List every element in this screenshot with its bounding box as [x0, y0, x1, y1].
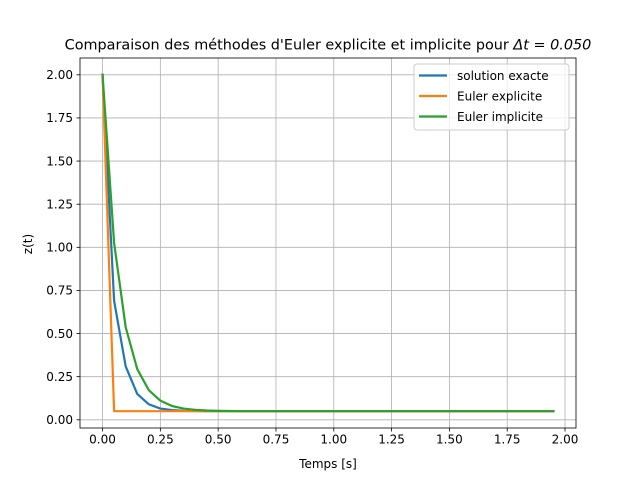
x-tick-label: 1.75	[494, 433, 521, 447]
y-tick-label: 0.50	[46, 327, 73, 341]
x-tick-label: 0.75	[263, 433, 290, 447]
plot-area-frame	[79, 57, 577, 429]
legend-label: solution exacte	[457, 69, 549, 83]
x-axis-label: Temps [s]	[298, 457, 357, 471]
y-tick-label: 1.75	[46, 111, 73, 125]
chart-title-math: Δt = 0.050	[512, 38, 591, 54]
series-line-2	[101, 73, 555, 413]
legend: solution exacte Euler explicite Euler impl…	[413, 63, 570, 131]
y-axis-label: z(t)	[21, 234, 35, 254]
y-tick-label: 1.50	[46, 154, 73, 168]
series-lines	[101, 73, 555, 413]
x-tick-label: 0.00	[89, 433, 116, 447]
x-tick-label: 0.50	[205, 433, 232, 447]
legend-box	[413, 63, 570, 131]
legend-label: Euler implicite	[457, 110, 543, 124]
y-tick-label: 1.00	[46, 241, 73, 255]
legend-label: Euler explicite	[457, 90, 542, 104]
y-tick-label: 0.75	[46, 284, 73, 298]
chart-title: Comparaison des méthodes d'Euler explici…	[65, 38, 592, 54]
x-tick-label: 0.25	[147, 433, 174, 447]
y-tick-label: 2.00	[46, 68, 73, 82]
axis-ticks: 0.00 0.25 0.50 0.75 1.00 1.25 1.50 1.75 2.00 0.00…	[46, 68, 578, 446]
x-tick-label: 1.50	[436, 433, 463, 447]
y-tick-label: 0.00	[46, 413, 73, 427]
x-tick-label: 1.25	[378, 433, 405, 447]
chart-title-text: Comparaison des méthodes d'Euler explici…	[65, 38, 514, 54]
y-tick-label: 1.25	[46, 197, 73, 211]
y-tick-label: 0.25	[46, 370, 73, 384]
x-tick-label: 1.00	[320, 433, 347, 447]
x-tick-label: 2.00	[552, 433, 579, 447]
